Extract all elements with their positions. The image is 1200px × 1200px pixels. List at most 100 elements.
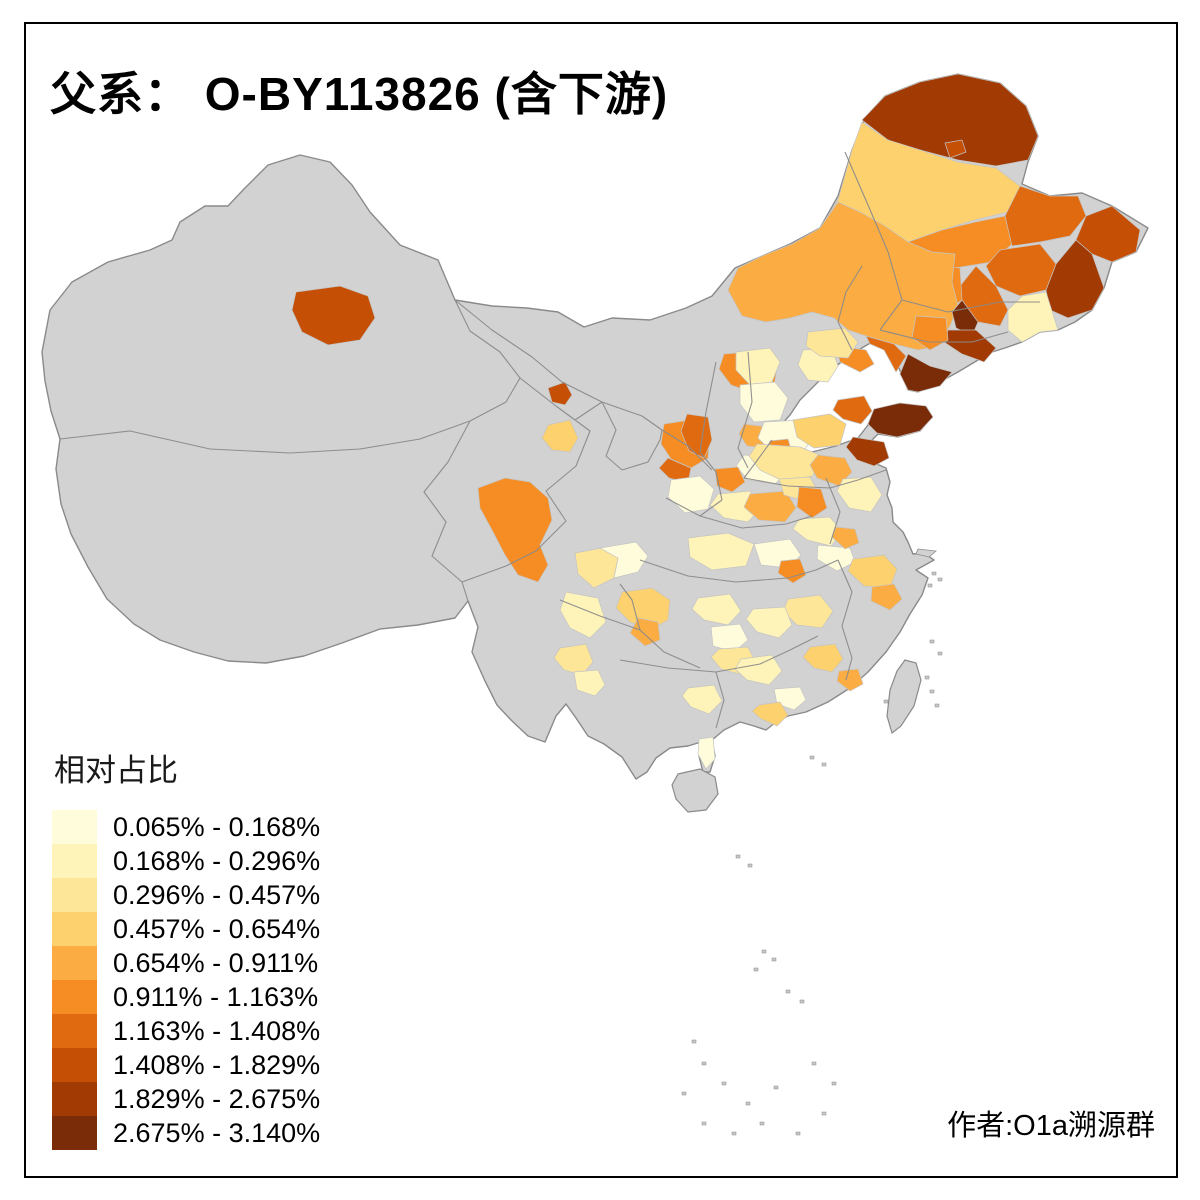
legend-swatch xyxy=(52,878,97,912)
island-speck xyxy=(937,651,943,656)
map-region xyxy=(739,381,789,423)
map-region xyxy=(615,587,671,631)
legend-row: 1.163% - 1.408% xyxy=(52,1014,320,1048)
hainan-island xyxy=(671,768,719,813)
island-speck xyxy=(753,967,759,972)
small-islands xyxy=(681,571,943,1136)
island-speck xyxy=(795,1131,801,1136)
legend: 相对占比 0.065% - 0.168% 0.168% - 0.296% 0.296… xyxy=(52,745,320,1150)
map-region xyxy=(681,684,723,715)
legend-row: 0.168% - 0.296% xyxy=(52,844,320,878)
island-speck xyxy=(701,1121,707,1126)
island-speck xyxy=(929,639,935,644)
legend-row: 0.296% - 0.457% xyxy=(52,878,320,912)
map-region xyxy=(836,476,883,513)
island-speck xyxy=(773,1085,779,1090)
map-region xyxy=(477,477,553,583)
legend-swatch xyxy=(52,810,97,844)
islands xyxy=(671,548,937,813)
island-speck xyxy=(771,957,777,962)
island-speck xyxy=(809,755,815,760)
map-region xyxy=(867,402,934,438)
map-region xyxy=(777,558,807,584)
map-region xyxy=(541,419,579,453)
legend-title: 相对占比 xyxy=(54,753,178,788)
map-region xyxy=(697,736,716,770)
map-region xyxy=(773,686,807,711)
plot-frame xyxy=(24,22,1178,1178)
island-speck xyxy=(821,762,827,767)
legend-swatch xyxy=(52,946,97,980)
map-region xyxy=(559,591,607,639)
legend-row: 0.911% - 1.163% xyxy=(52,980,320,1014)
legend-range-label: 0.168% - 0.296% xyxy=(113,845,321,876)
island-speck xyxy=(929,689,935,694)
map-title: 父系： O-BY113826 (含下游) xyxy=(50,68,669,120)
legend-row: 1.408% - 1.829% xyxy=(52,1048,320,1082)
legend-row: 0.065% - 0.168% xyxy=(52,810,320,844)
map-region xyxy=(667,475,715,514)
island-speck xyxy=(831,1081,837,1086)
legend-range-label: 0.296% - 0.457% xyxy=(113,879,321,910)
island-speck xyxy=(924,675,930,680)
island-speck xyxy=(927,583,933,588)
legend-swatch xyxy=(52,1048,97,1082)
island-speck xyxy=(701,1061,707,1066)
legend-range-label: 1.163% - 1.408% xyxy=(113,1015,321,1046)
legend-swatch xyxy=(52,912,97,946)
island-speck xyxy=(747,863,753,868)
legend-row: 0.457% - 0.654% xyxy=(52,912,320,946)
island-speck xyxy=(745,1101,751,1106)
map-region xyxy=(870,583,903,611)
island-speck xyxy=(681,1091,687,1096)
map-region xyxy=(1007,291,1059,343)
map-region xyxy=(598,541,649,579)
attribution: 作者:O1a溯源群 xyxy=(947,1110,1155,1142)
island-speck xyxy=(811,1061,817,1066)
chongming-island xyxy=(915,548,937,558)
legend-rows: 0.065% - 0.168% 0.168% - 0.296% 0.296% - 0… xyxy=(52,810,320,1150)
legend-swatch xyxy=(52,844,97,878)
island-speck xyxy=(883,699,889,704)
legend-swatch xyxy=(52,1082,97,1116)
legend-range-label: 1.408% - 1.829% xyxy=(113,1049,321,1080)
island-speck xyxy=(937,577,943,582)
legend-row: 2.675% - 3.140% xyxy=(52,1116,320,1150)
map-region xyxy=(710,623,749,653)
island-speck xyxy=(691,1039,697,1044)
map-region xyxy=(547,381,573,406)
map-region xyxy=(845,436,890,467)
island-speck xyxy=(759,1121,765,1126)
island-speck xyxy=(721,1081,727,1086)
island-speck xyxy=(785,989,791,994)
island-speck xyxy=(731,1131,737,1136)
island-speck xyxy=(799,999,805,1004)
map-region xyxy=(944,139,967,159)
island-speck xyxy=(821,1111,827,1116)
map-region xyxy=(796,486,828,519)
province-borders xyxy=(59,151,1040,729)
map-region xyxy=(792,413,847,449)
map-region xyxy=(802,643,844,673)
map-region xyxy=(291,285,376,346)
legend-range-label: 0.911% - 1.163% xyxy=(113,981,319,1012)
map-region xyxy=(899,353,953,393)
map-region xyxy=(687,532,755,571)
choropleth-regions xyxy=(291,73,1141,770)
legend-range-label: 0.065% - 0.168% xyxy=(113,811,321,842)
map-region xyxy=(629,617,661,647)
island-speck xyxy=(934,703,940,708)
legend-range-label: 0.457% - 0.654% xyxy=(113,913,321,944)
legend-range-label: 0.654% - 0.911% xyxy=(113,947,319,978)
map-region xyxy=(836,668,864,692)
legend-swatch xyxy=(52,1116,97,1150)
legend-row: 0.654% - 0.911% xyxy=(52,946,320,980)
legend-row: 1.829% - 2.675% xyxy=(52,1082,320,1116)
map-region xyxy=(714,466,746,493)
island-speck xyxy=(931,571,937,576)
map-region xyxy=(865,335,907,373)
map-region xyxy=(573,669,606,697)
map-region xyxy=(745,606,793,639)
